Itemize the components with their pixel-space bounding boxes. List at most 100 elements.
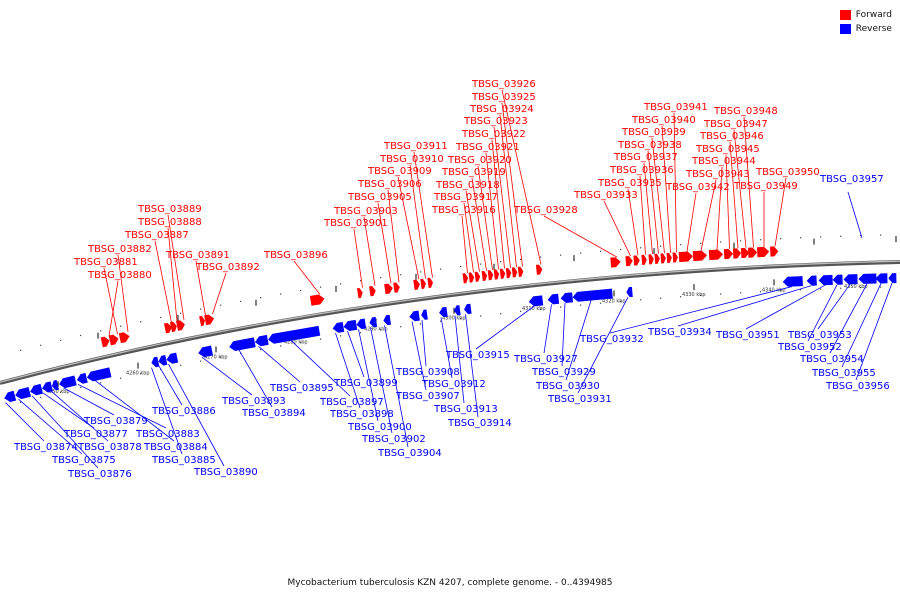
gene-label[interactable]: TBSG_03926 <box>471 79 536 90</box>
gene-arrow[interactable] <box>547 293 560 305</box>
gene-arrow[interactable] <box>58 375 77 390</box>
gene-label[interactable]: TBSG_03918 <box>435 180 500 191</box>
gene-label[interactable]: TBSG_03917 <box>433 192 498 203</box>
gene-tbsg-03884[interactable]: TBSG_03884 <box>86 367 208 453</box>
gene-label[interactable]: TBSG_03950 <box>755 167 820 178</box>
gene-label[interactable]: TBSG_03912 <box>421 379 486 390</box>
gene-label[interactable]: TBSG_03874 <box>13 442 78 453</box>
gene-tbsg-03892[interactable]: TBSG_03892 <box>195 262 260 326</box>
gene-tbsg-03953[interactable]: TBSG_03953 <box>787 274 858 341</box>
gene-label[interactable]: TBSG_03938 <box>617 140 682 151</box>
gene-arrow[interactable] <box>41 381 53 393</box>
gene-arrow[interactable] <box>818 274 833 286</box>
gene-tbsg-03902[interactable]: TBSG_03902 <box>361 316 426 445</box>
gene-arrow[interactable] <box>843 274 858 285</box>
gene-label[interactable]: TBSG_03940 <box>631 115 696 126</box>
gene-label[interactable]: TBSG_03894 <box>241 408 306 419</box>
gene-arrow[interactable] <box>463 303 472 315</box>
gene-label[interactable]: TBSG_03889 <box>137 204 202 215</box>
gene-tbsg-03906[interactable]: TBSG_03906 <box>357 179 422 293</box>
gene-tbsg-03883[interactable]: TBSG_03883 <box>76 372 200 440</box>
gene-label[interactable]: TBSG_03946 <box>699 131 764 142</box>
gene-label[interactable]: TBSG_03911 <box>383 141 448 152</box>
gene-tbsg-03951[interactable]: TBSG_03951 <box>715 274 833 341</box>
gene-tbsg-03913[interactable]: TBSG_03913 <box>433 305 498 415</box>
gene-tbsg-03924[interactable]: TBSG_03924 <box>469 104 534 278</box>
gene-arrow[interactable] <box>740 247 750 259</box>
gene-tbsg-03939[interactable]: TBSG_03939 <box>621 127 686 264</box>
gene-label[interactable]: TBSG_03936 <box>609 165 674 176</box>
gene-label[interactable]: TBSG_03887 <box>124 230 189 241</box>
gene-tbsg-03910[interactable]: TBSG_03910 <box>379 154 444 289</box>
gene-label[interactable]: TBSG_03913 <box>433 404 498 415</box>
gene-arrow[interactable] <box>528 295 544 307</box>
gene-label[interactable]: TBSG_03952 <box>777 342 842 353</box>
gene-tbsg-03950[interactable]: TBSG_03950 <box>755 167 820 257</box>
gene-label[interactable]: TBSG_03902 <box>361 434 426 445</box>
gene-arrow[interactable] <box>858 273 877 285</box>
gene-tbsg-03905[interactable]: TBSG_03905 <box>347 192 412 295</box>
gene-label[interactable]: TBSG_03915 <box>445 350 510 361</box>
gene-arrow[interactable] <box>535 264 543 275</box>
gene-label[interactable]: TBSG_03891 <box>165 250 230 261</box>
gene-tbsg-03907[interactable]: TBSG_03907 <box>395 310 460 402</box>
gene-arrow[interactable] <box>86 367 112 382</box>
gene-tbsg-03956[interactable]: TBSG_03956 <box>825 273 897 392</box>
gene-arrow[interactable] <box>723 248 734 260</box>
gene-label[interactable]: TBSG_03890 <box>193 467 258 478</box>
gene-label[interactable]: TBSG_03939 <box>621 127 686 138</box>
gene-arrow[interactable] <box>150 356 160 368</box>
gene-tbsg-03946[interactable]: TBSG_03946 <box>699 131 764 259</box>
gene-label[interactable]: TBSG_03955 <box>811 368 876 379</box>
gene-tbsg-03893[interactable]: TBSG_03893 <box>197 345 286 407</box>
gene-arrow[interactable] <box>511 267 518 278</box>
gene-label[interactable]: TBSG_03916 <box>431 205 496 216</box>
gene-label[interactable]: TBSG_03908 <box>395 367 460 378</box>
gene-label[interactable]: TBSG_03954 <box>799 354 864 365</box>
gene-label[interactable]: TBSG_03892 <box>195 262 260 273</box>
gene-arrow[interactable] <box>356 318 367 330</box>
gene-arrow[interactable] <box>176 319 186 331</box>
gene-arrow[interactable] <box>481 270 488 282</box>
gene-tbsg-03885[interactable]: TBSG_03885 <box>150 356 216 466</box>
gene-arrow[interactable] <box>626 286 633 298</box>
gene-label[interactable]: TBSG_03943 <box>685 169 750 180</box>
gene-arrow[interactable] <box>3 390 17 403</box>
gene-tbsg-03880[interactable]: TBSG_03880 <box>87 270 152 348</box>
gene-arrow[interactable] <box>875 273 888 284</box>
gene-arrow[interactable] <box>648 254 654 265</box>
gene-arrow[interactable] <box>692 250 708 262</box>
gene-arrow[interactable] <box>369 286 376 297</box>
gene-tbsg-03944[interactable]: TBSG_03944 <box>691 156 756 261</box>
gene-label[interactable]: TBSG_03903 <box>333 206 398 217</box>
gene-tbsg-03897[interactable]: TBSG_03897 <box>267 325 384 408</box>
gene-label[interactable]: TBSG_03932 <box>579 334 644 345</box>
gene-tbsg-03932[interactable]: TBSG_03932 <box>579 276 803 345</box>
gene-tbsg-03945[interactable]: TBSG_03945 <box>695 144 760 260</box>
gene-label[interactable]: TBSG_03930 <box>535 381 600 392</box>
gene-arrow[interactable] <box>610 257 621 268</box>
gene-label[interactable]: TBSG_03886 <box>151 406 216 417</box>
gene-label[interactable]: TBSG_03941 <box>643 102 708 113</box>
gene-label[interactable]: TBSG_03896 <box>263 250 328 261</box>
gene-arrow[interactable] <box>356 287 363 299</box>
gene-tbsg-03931[interactable]: TBSG_03931 <box>547 286 633 405</box>
gene-label[interactable]: TBSG_03897 <box>319 397 384 408</box>
gene-tbsg-03901[interactable]: TBSG_03901 <box>323 218 388 299</box>
gene-arrow[interactable] <box>756 246 770 258</box>
gene-arrow[interactable] <box>660 253 666 264</box>
gene-tbsg-03900[interactable]: TBSG_03900 <box>347 318 412 433</box>
gene-arrow[interactable] <box>420 278 426 289</box>
gene-tbsg-03889[interactable]: TBSG_03889 <box>137 204 202 331</box>
gene-tbsg-03899[interactable]: TBSG_03899 <box>333 319 398 389</box>
gene-tbsg-03952[interactable]: TBSG_03952 <box>777 274 843 353</box>
gene-arrow[interactable] <box>254 334 269 347</box>
gene-arrow[interactable] <box>453 305 461 316</box>
gene-arrow[interactable] <box>678 251 694 263</box>
gene-tbsg-03895[interactable]: TBSG_03895 <box>254 334 334 394</box>
gene-tbsg-03903[interactable]: TBSG_03903 <box>333 206 398 297</box>
gene-label[interactable]: TBSG_03957 <box>819 174 884 185</box>
gene-label[interactable]: TBSG_03879 <box>83 416 148 427</box>
gene-arrow[interactable] <box>100 336 111 348</box>
gene-tbsg-03919[interactable]: TBSG_03919 <box>441 167 506 282</box>
